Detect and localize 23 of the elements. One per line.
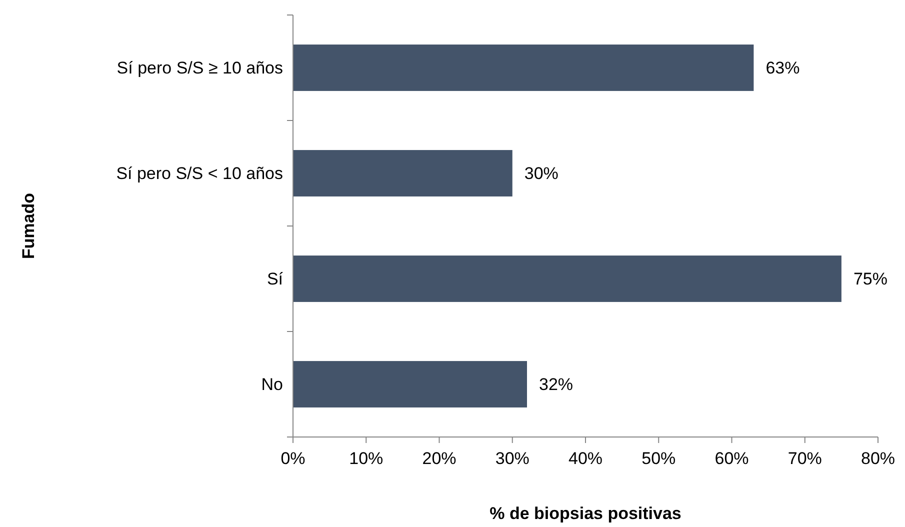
bar xyxy=(293,44,754,91)
bar xyxy=(293,256,842,302)
x-axis-title: % de biopsias positivas xyxy=(490,504,682,523)
x-tick-label: 40% xyxy=(568,449,603,468)
bar xyxy=(293,361,527,408)
x-tick-label: 80% xyxy=(860,449,896,468)
data-label: 32% xyxy=(539,375,574,394)
y-axis-title: Fumado xyxy=(19,192,38,260)
data-label: 75% xyxy=(853,270,888,289)
x-tick-label: 60% xyxy=(714,449,749,468)
y-tick-label: No xyxy=(261,375,283,394)
x-tick-label: 30% xyxy=(495,449,530,468)
x-tick-label: 50% xyxy=(642,449,676,468)
x-tick-label: 10% xyxy=(349,449,384,468)
bar xyxy=(293,150,512,196)
data-label: 30% xyxy=(524,164,558,184)
x-tick-label: 70% xyxy=(788,449,822,468)
x-tick-label: 0% xyxy=(280,449,306,468)
y-tick-label: Sí pero S/S ≥ 10 años xyxy=(116,58,283,78)
data-label: 63% xyxy=(766,58,800,78)
y-tick-label: Sí xyxy=(266,270,284,289)
y-tick-label: Sí pero S/S < 10 años xyxy=(116,164,283,184)
x-tick-label: 20% xyxy=(422,449,456,468)
